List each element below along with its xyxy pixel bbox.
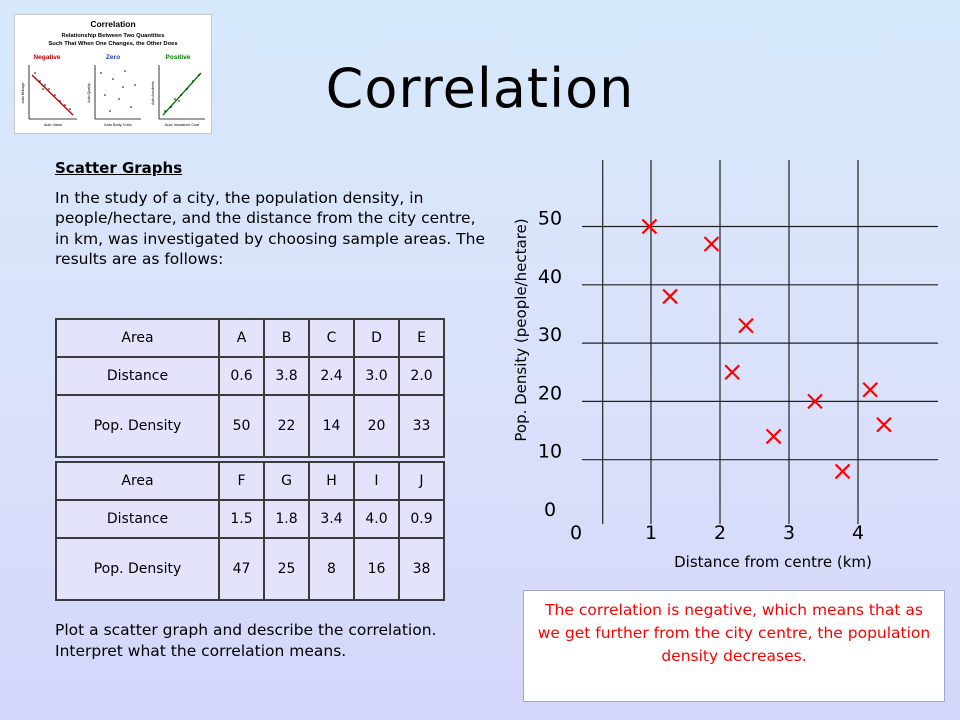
table-cell: 8 <box>308 537 355 601</box>
x-tick-label: 4 <box>852 522 864 544</box>
thumbnail-positive-plot <box>158 65 205 120</box>
table-row-distance: Distance 1.5 1.8 3.4 4.0 0.9 <box>55 499 445 539</box>
table-cell: 25 <box>263 537 310 601</box>
table-header-cell: Pop. Density <box>55 537 220 601</box>
slide-title: Correlation <box>325 57 635 120</box>
scatter-graph: 0 10 20 30 40 50 0 1 2 3 4 Pop. Density (people/h… <box>512 160 938 571</box>
data-table-2: Area F G H I J Distance 1.5 1.8 3.4 4.0 … <box>55 461 445 601</box>
scatter-point <box>641 218 658 235</box>
table-cell: 14 <box>308 394 355 458</box>
intro-paragraph: In the study of a city, the population d… <box>55 189 486 269</box>
y-tick-label: 30 <box>538 324 562 346</box>
table-cell: 3.8 <box>263 356 310 396</box>
scatter-point <box>738 317 754 334</box>
table-header-cell: Distance <box>55 356 220 396</box>
scatter-point <box>662 288 678 305</box>
thumbnail-subtitle-2: Such That When One Changes, the Other Do… <box>48 41 177 47</box>
thumbnail-zero-xlabel: Auto Body Color <box>104 123 132 127</box>
table-header-cell: Area <box>55 318 220 358</box>
table-cell: 2.4 <box>308 356 355 396</box>
table-cell: 22 <box>263 394 310 458</box>
scatter-point <box>834 463 851 480</box>
table-cell: 20 <box>353 394 400 458</box>
table-cell: G <box>263 461 310 501</box>
table-cell: F <box>218 461 265 501</box>
table-cell: A <box>218 318 265 358</box>
table-cell: D <box>353 318 400 358</box>
x-tick-label: 2 <box>714 522 726 544</box>
x-axis-label: Distance from centre (km) <box>674 553 872 571</box>
scatter-points <box>641 218 892 480</box>
thumbnail-negative-ylabel: Auto Mileage <box>21 83 25 104</box>
table-cell: 0.6 <box>218 356 265 396</box>
table-header-cell: Area <box>55 461 220 501</box>
table-cell: 33 <box>398 394 445 458</box>
scatter-point <box>724 364 740 381</box>
thumbnail-title: Correlation <box>90 19 135 29</box>
y-tick-label: 20 <box>538 382 562 404</box>
x-tick-label: 0 <box>570 522 582 544</box>
scatter-point <box>876 416 892 433</box>
thumbnail-zero-label: Zero <box>106 54 120 61</box>
table-cell: 47 <box>218 537 265 601</box>
table-cell: 3.0 <box>353 356 400 396</box>
table-row-distance: Distance 0.6 3.8 2.4 3.0 2.0 <box>55 356 445 396</box>
scatter-point <box>765 428 782 445</box>
thumbnail-positive-ylabel: Auto Accidents <box>151 81 155 105</box>
table-row-area: Area F G H I J <box>55 461 445 501</box>
table-row-area: Area A B C D E <box>55 318 445 358</box>
table-row-density: Pop. Density 50 22 14 20 33 <box>55 394 445 458</box>
table-cell: 3.4 <box>308 499 355 539</box>
table-cell: 0.9 <box>398 499 445 539</box>
thumbnail-zero-ylabel: Auto Quality <box>87 83 91 103</box>
thumbnail-negative-plot <box>28 65 77 120</box>
thumbnail-subtitle-1: Relationship Between Two Quantities <box>62 33 165 39</box>
section-subheading: Scatter Graphs <box>55 159 183 177</box>
table-cell: 1.5 <box>218 499 265 539</box>
table-cell: 4.0 <box>353 499 400 539</box>
table-cell: 16 <box>353 537 400 601</box>
table-cell: 2.0 <box>398 356 445 396</box>
table-header-cell: Distance <box>55 499 220 539</box>
thumbnail-positive-xlabel: Auto Insurance Cost <box>165 123 200 127</box>
y-tick-label: 10 <box>538 441 562 463</box>
x-axis-tick-labels: 0 1 2 3 4 <box>570 522 864 544</box>
table-cell: 1.8 <box>263 499 310 539</box>
y-tick-label: 0 <box>544 499 556 521</box>
table-header-cell: Pop. Density <box>55 394 220 458</box>
table-cell: B <box>263 318 310 358</box>
table-cell: 50 <box>218 394 265 458</box>
scatter-point <box>862 381 878 398</box>
scatter-point <box>807 393 823 410</box>
y-axis-label: Pop. Density (people/hectare) <box>512 218 530 441</box>
thumbnail-negative-label: Negative <box>33 54 60 61</box>
table-cell: C <box>308 318 355 358</box>
y-tick-label: 40 <box>538 266 562 288</box>
graph-grid <box>582 160 938 524</box>
y-axis-tick-labels: 0 10 20 30 40 50 <box>538 208 562 522</box>
table-cell: E <box>398 318 445 358</box>
thumbnail-zero-plot <box>94 65 141 120</box>
scatter-point <box>703 236 720 252</box>
x-tick-label: 1 <box>645 522 657 544</box>
table-cell: H <box>308 461 355 501</box>
correlation-thumbnail: Correlation Relationship Between Two Qua… <box>14 14 212 134</box>
thumbnail-negative-xlabel: Auto Value <box>44 123 62 127</box>
task-paragraph: Plot a scatter graph and describe the co… <box>55 621 437 660</box>
y-tick-label: 50 <box>538 208 562 230</box>
x-tick-label: 3 <box>783 522 795 544</box>
answer-box: The correlation is negative, which means… <box>523 590 945 702</box>
table-cell: J <box>398 461 445 501</box>
table-row-density: Pop. Density 47 25 8 16 38 <box>55 537 445 601</box>
table-cell: 38 <box>398 537 445 601</box>
table-cell: I <box>353 461 400 501</box>
data-table-1: Area A B C D E Distance 0.6 3.8 2.4 3.0 … <box>55 318 445 458</box>
thumbnail-positive-label: Positive <box>166 54 191 61</box>
